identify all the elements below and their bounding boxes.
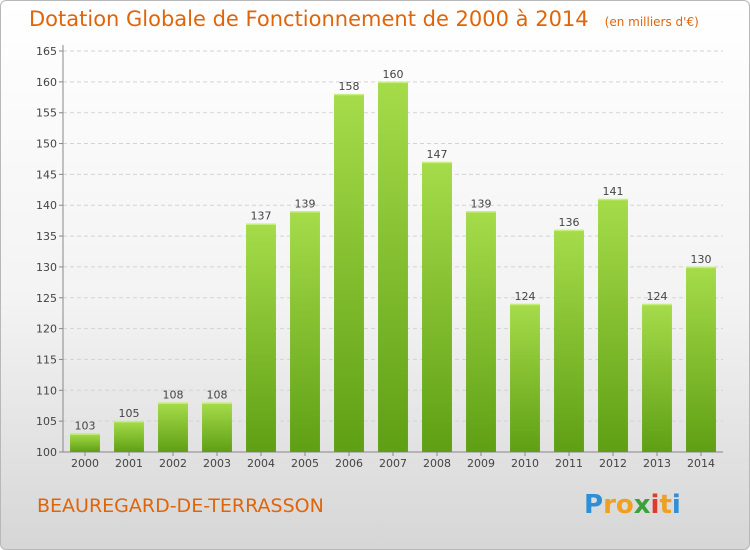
logo-letter: o xyxy=(615,490,634,520)
bar xyxy=(422,162,452,453)
title-text: Dotation Globale de Fonctionnement de 20… xyxy=(29,7,589,31)
logo-letter: i xyxy=(650,490,660,520)
data-label: 147 xyxy=(427,148,448,161)
logo-letter: t xyxy=(659,490,672,520)
x-tick-label: 2012 xyxy=(599,457,627,470)
bar xyxy=(158,402,188,452)
x-tick-label: 2006 xyxy=(335,457,363,470)
x-tick-label: 2005 xyxy=(291,457,319,470)
commune-name: BEAUREGARD-DE-TERRASSON xyxy=(37,495,324,517)
proxiti-logo: Proxiti xyxy=(584,490,681,520)
bar xyxy=(466,211,496,452)
y-tick-label: 135 xyxy=(36,230,57,243)
data-label: 108 xyxy=(207,389,228,402)
y-tick-label: 125 xyxy=(36,292,57,305)
y-tick-label: 130 xyxy=(36,261,57,274)
y-tick-label: 105 xyxy=(36,415,57,428)
x-tick-label: 2001 xyxy=(115,457,143,470)
axes: 100 105 110 115 120 125 130 135 140 145 150 155 160 1… xyxy=(36,45,723,459)
y-tick-label: 155 xyxy=(36,107,57,120)
bars xyxy=(70,81,716,453)
y-tick-label: 160 xyxy=(36,76,57,89)
y-tick-label: 120 xyxy=(36,323,57,336)
data-label: 136 xyxy=(559,216,580,229)
data-label: 103 xyxy=(75,419,96,432)
y-tick-label: 115 xyxy=(36,353,57,366)
x-tick-label: 2013 xyxy=(643,457,671,470)
bar xyxy=(598,199,628,452)
x-tick-label: 2000 xyxy=(71,457,99,470)
bar xyxy=(70,433,100,452)
y-tick-label: 110 xyxy=(36,384,57,397)
x-tick-label: 2011 xyxy=(555,457,583,470)
bar xyxy=(378,81,408,452)
data-label: 139 xyxy=(471,197,492,210)
data-label: 139 xyxy=(295,197,316,210)
unit-note: (en milliers d'€) xyxy=(604,15,699,29)
bar xyxy=(114,421,144,452)
data-label: 137 xyxy=(251,210,272,223)
bar xyxy=(334,94,364,452)
x-tick-label: 2014 xyxy=(687,457,715,470)
data-label: 141 xyxy=(603,185,624,198)
data-label: 108 xyxy=(163,389,184,402)
data-label: 105 xyxy=(119,407,140,420)
bar xyxy=(246,223,276,452)
logo-letter: x xyxy=(633,490,651,520)
data-label: 124 xyxy=(647,290,668,303)
bar xyxy=(554,229,584,452)
bar xyxy=(290,211,320,452)
bar xyxy=(202,402,232,452)
x-tick-label: 2002 xyxy=(159,457,187,470)
y-tick-label: 150 xyxy=(36,138,57,151)
x-tick-label: 2004 xyxy=(247,457,275,470)
logo-letter: P xyxy=(584,490,604,520)
labels: 103 2000 105 2001 108 2002 108 2003 137 2004 139 20… xyxy=(71,68,715,470)
y-tick-label: 100 xyxy=(36,446,57,459)
logo-letter: i xyxy=(671,490,681,520)
chart-title: Dotation Globale de Fonctionnement de 20… xyxy=(29,7,699,31)
bar xyxy=(642,303,672,452)
x-tick-label: 2008 xyxy=(423,457,451,470)
x-tick-label: 2009 xyxy=(467,457,495,470)
x-tick-label: 2010 xyxy=(511,457,539,470)
y-tick-label: 165 xyxy=(36,45,57,58)
data-label: 124 xyxy=(515,290,536,303)
x-tick-label: 2007 xyxy=(379,457,407,470)
bar xyxy=(510,303,540,452)
y-tick-label: 145 xyxy=(36,168,57,181)
y-tick-label: 140 xyxy=(36,199,57,212)
data-label: 130 xyxy=(691,253,712,266)
logo-letter: r xyxy=(603,490,616,520)
data-label: 158 xyxy=(339,80,360,93)
bar xyxy=(686,266,716,452)
x-tick-label: 2003 xyxy=(203,457,231,470)
data-label: 160 xyxy=(383,68,404,81)
